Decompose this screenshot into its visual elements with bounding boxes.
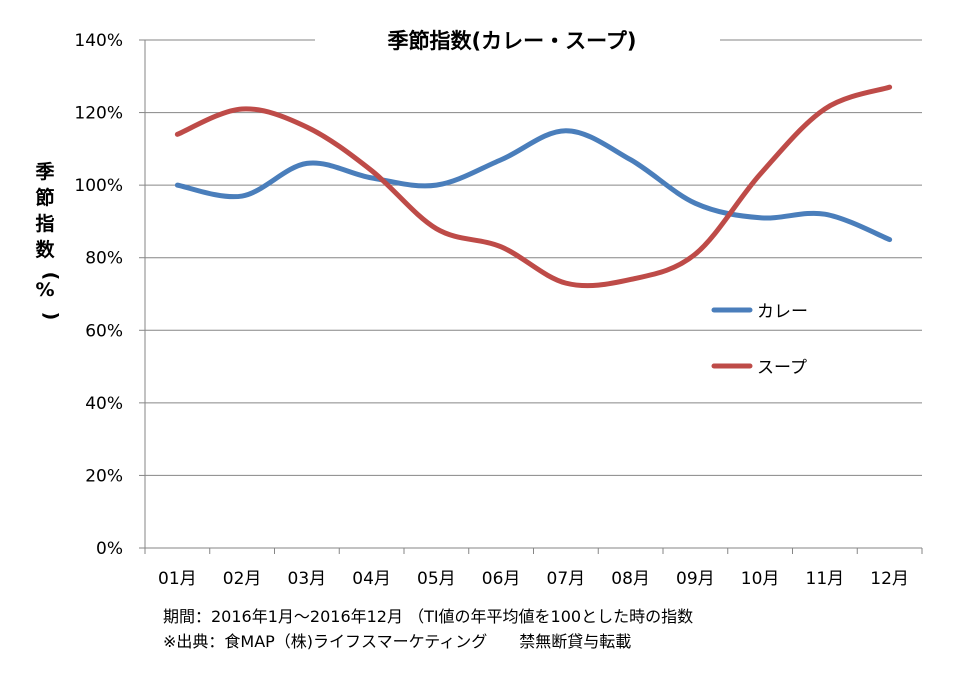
y-axis-label: 季節指数 (%) — [35, 161, 62, 320]
title-background — [315, 22, 720, 58]
y-tick-label-1: 20% — [85, 466, 123, 486]
y-tick-labels: 0% 20% 40% 60% 80% 100% 120% 140% — [74, 31, 123, 559]
x-tick-label-1: 02月 — [223, 569, 262, 589]
y-axis-label-char-3: 数 — [35, 238, 55, 261]
x-tick-label-10: 11月 — [806, 569, 845, 589]
y-axis-label-char-1: 節 — [35, 186, 54, 209]
series-line-0 — [174, 128, 893, 243]
legend-label-0: カレー — [757, 302, 808, 322]
y-tick-label-6: 120% — [74, 104, 123, 124]
x-tick-labels: 01月 02月 03月 04月 05月 06月 07月 08月 09月 10月 11月 12月 — [158, 569, 909, 589]
y-tick-label-7: 140% — [74, 31, 123, 51]
y-axis-label-char-4: ( — [40, 272, 62, 281]
y-axis-label-char-6: ) — [40, 312, 62, 321]
x-tick-label-11: 12月 — [870, 569, 909, 589]
x-tick-label-5: 06月 — [482, 569, 521, 589]
period-note: 期間：2016年1月～2016年12月 （TI値の年平均値を100とした時の指数 — [163, 607, 694, 626]
y-tick-label-5: 100% — [74, 176, 123, 196]
x-tick-label-8: 09月 — [676, 569, 715, 589]
x-tick-label-3: 04月 — [352, 569, 391, 589]
x-tick-label-6: 07月 — [547, 569, 586, 589]
x-tick-label-2: 03月 — [288, 569, 327, 589]
source-note: ※出典：食MAP（株)ライフスマーケティング 禁無断貸与転載 — [163, 632, 632, 651]
y-axis-label-char-0: 季 — [35, 161, 54, 183]
y-tick-label-2: 40% — [85, 394, 123, 414]
series-lines — [174, 84, 893, 289]
chart-title: 季節指数(カレー・スープ) — [388, 29, 637, 53]
y-axis-label-char-2: 指 — [35, 213, 54, 235]
x-tick-label-9: 10月 — [741, 569, 780, 589]
x-tick-label-7: 08月 — [611, 569, 650, 589]
legend-label-1: スープ — [757, 358, 807, 378]
y-tick-label-3: 60% — [85, 321, 123, 341]
series-line-1 — [174, 84, 893, 289]
x-tick-label-0: 01月 — [158, 569, 197, 589]
y-axis-label-char-5: % — [35, 279, 54, 301]
gridlines — [145, 39, 922, 476]
axes — [139, 39, 923, 554]
y-tick-label-0: 0% — [96, 539, 123, 559]
y-tick-label-4: 80% — [85, 249, 123, 269]
x-tick-label-4: 05月 — [417, 569, 456, 589]
